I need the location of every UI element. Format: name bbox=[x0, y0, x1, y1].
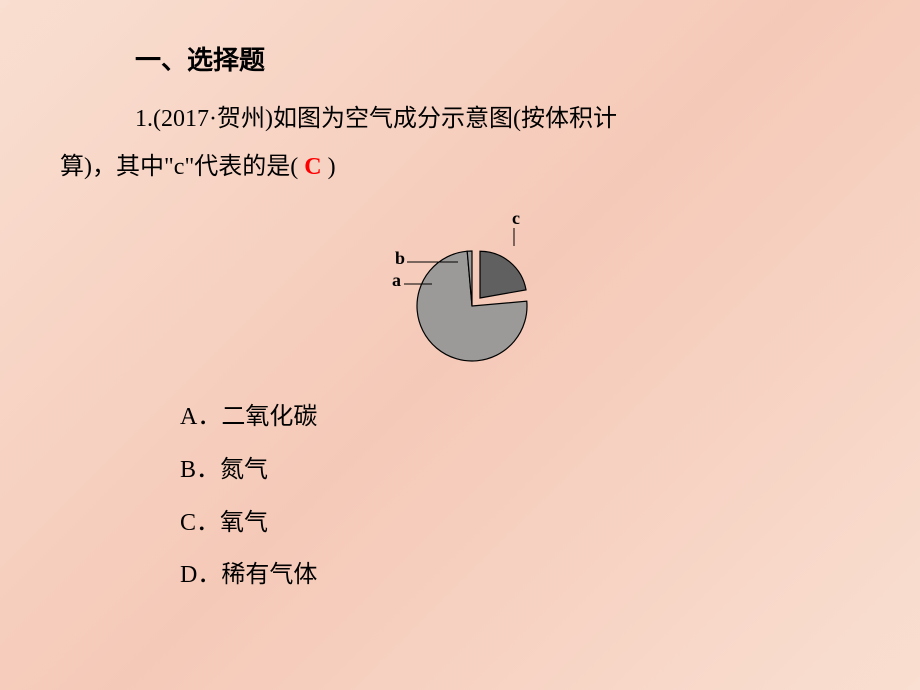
pie-slice-c bbox=[480, 251, 526, 298]
question-line-1: 1.(2017·贺州)如图为空气成分示意图(按体积计 bbox=[135, 95, 860, 143]
chart-label-c: c bbox=[512, 208, 520, 228]
section-heading: 一、选择题 bbox=[135, 40, 860, 77]
chart-label-a: a bbox=[392, 270, 401, 290]
option-c: C．氧气 bbox=[180, 497, 860, 550]
question-line-2: 算)，其中"c"代表的是( C ) bbox=[60, 143, 860, 191]
question-suffix: ) bbox=[322, 154, 336, 180]
option-d: D．稀有气体 bbox=[180, 549, 860, 602]
pie-chart-container: ab c bbox=[60, 206, 860, 366]
chart-label-b: b bbox=[395, 248, 405, 268]
option-b: B．氮气 bbox=[180, 444, 860, 497]
option-a: A．二氧化碳 bbox=[180, 391, 860, 444]
pie-chart: ab c bbox=[360, 206, 560, 366]
question-prefix: 算)，其中"c"代表的是( bbox=[60, 154, 304, 180]
answer-letter: C bbox=[304, 154, 321, 180]
question-text: 1.(2017·贺州)如图为空气成分示意图(按体积计 算)，其中"c"代表的是(… bbox=[60, 95, 860, 191]
options-list: A．二氧化碳 B．氮气 C．氧气 D．稀有气体 bbox=[180, 391, 860, 602]
